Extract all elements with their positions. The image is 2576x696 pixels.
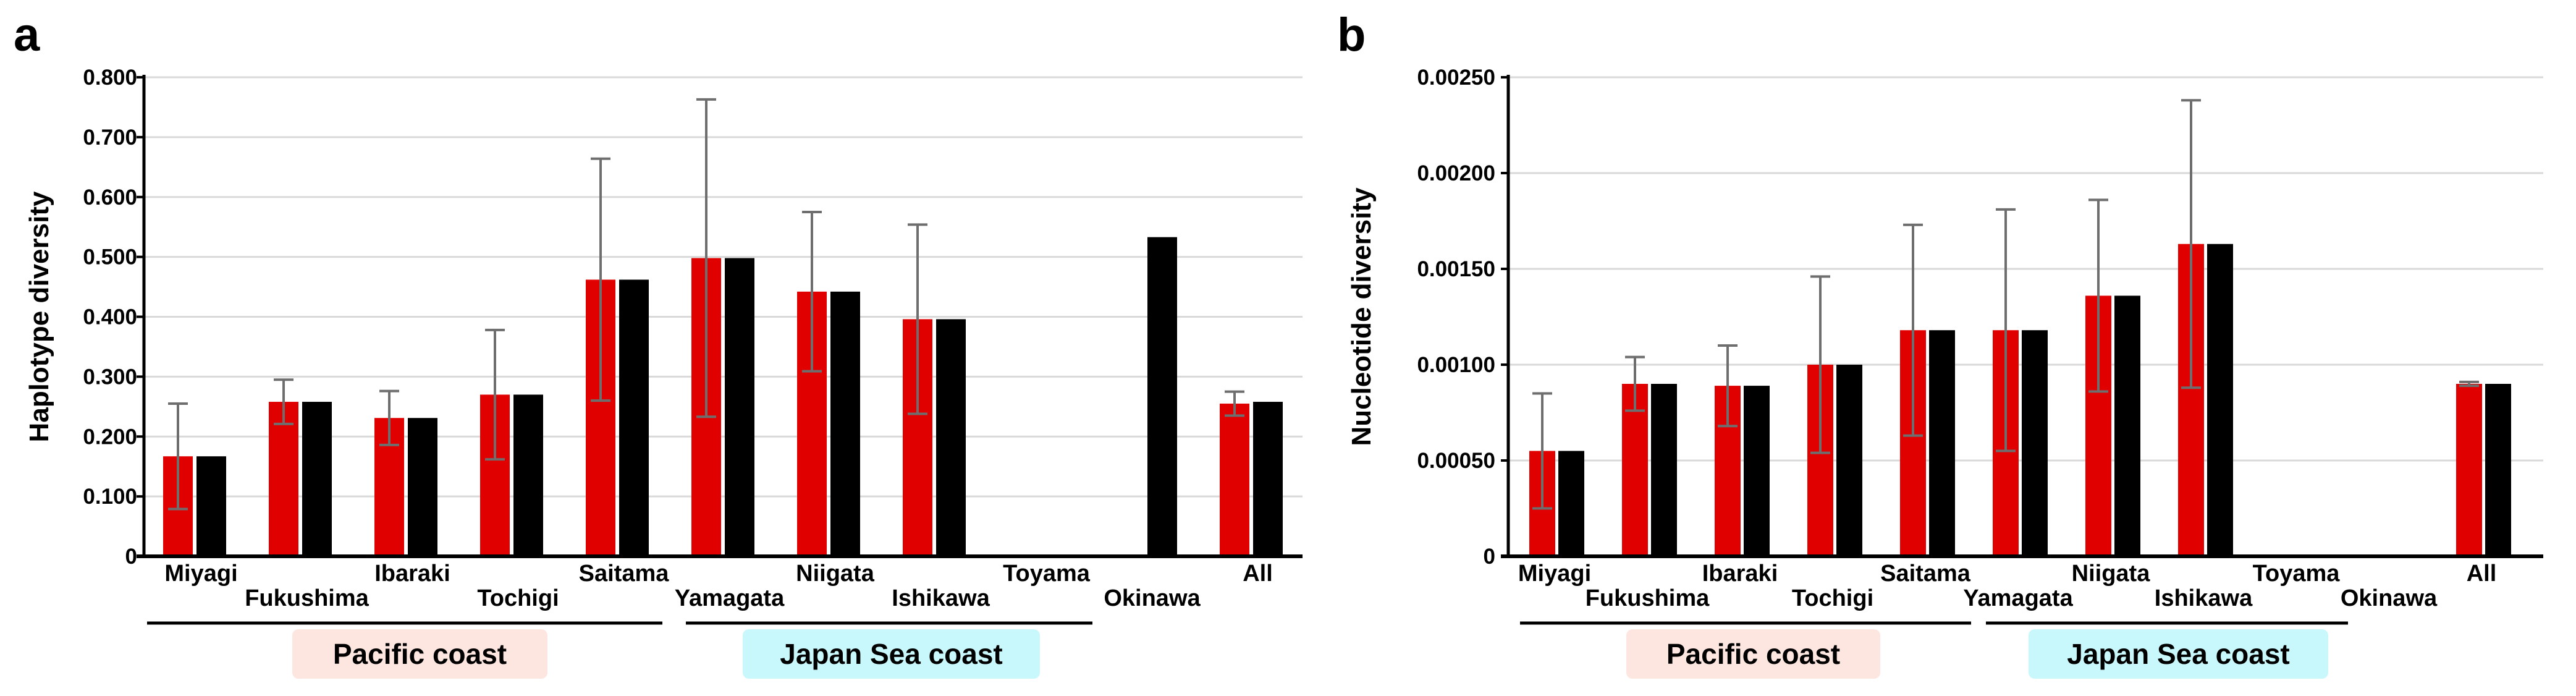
panel-a: a 0 0.100 0.200 0.300 0.400 0.500 0.600 0.700 0.… — [14, 9, 1303, 679]
japan-sea-coast-box — [2029, 629, 2328, 679]
x-category-label: Fukushima — [1586, 585, 1710, 611]
pacific-coast-box — [292, 629, 547, 679]
bar-black-all — [1253, 402, 1283, 556]
y-tick-label: 0.00250 — [1417, 66, 1495, 90]
x-category-label: Fukushima — [245, 585, 369, 611]
x-category-label: Ishikawa — [2155, 585, 2253, 611]
y-axis-title: Nucleotide diversity — [1346, 187, 1377, 446]
panel-letter-b: b — [1337, 9, 1366, 61]
bar-black-tochigi — [513, 394, 543, 556]
panel-letter-a: a — [14, 9, 40, 61]
y-tick-label: 0.100 — [83, 485, 137, 509]
y-tick-label: 0.200 — [83, 425, 137, 449]
bar-black-tochigi — [1836, 365, 1862, 556]
y-tick-label: 0 — [125, 545, 137, 569]
japan-sea-coast-box — [743, 629, 1040, 679]
pacific-coast-label: Pacific coast — [333, 638, 507, 670]
y-tick-label: 0.00200 — [1417, 161, 1495, 185]
bar-red-fukushima — [269, 402, 298, 556]
bar-black-miyagi — [1558, 451, 1584, 556]
bar-black-fukushima — [1651, 384, 1677, 556]
bar-red-all — [1220, 403, 1249, 556]
bar-black-niigata — [2114, 295, 2140, 556]
x-category-label: Tochigi — [1792, 585, 1873, 611]
y-axis-title: Haplotype diversity — [24, 191, 54, 442]
bar-black-saitama — [619, 279, 649, 556]
y-tick-label: 0.500 — [83, 245, 137, 269]
bar-black-okinawa — [1147, 237, 1177, 556]
x-category-label: Niigata — [796, 561, 875, 587]
bar-black-ishikawa — [936, 319, 966, 556]
y-tick-label: 0.700 — [83, 125, 137, 150]
pacific-coast-label: Pacific coast — [1666, 638, 1840, 670]
x-category-label: Toyama — [2253, 561, 2341, 587]
pacific-coast-box — [1626, 629, 1880, 679]
japan-sea-coast-label: Japan Sea coast — [780, 638, 1003, 670]
x-category-label: Saitama — [579, 561, 670, 587]
x-category-label: Toyama — [1003, 561, 1091, 587]
panel-b: b 0 0.00050 0.00100 0.00150 0.00200 0.00250 Nu… — [1337, 9, 2543, 679]
bar-red-fukushima — [1622, 384, 1648, 556]
y-tick-label: 0.800 — [83, 66, 137, 90]
bar-black-niigata — [830, 291, 860, 556]
y-tick-label: 0.400 — [83, 305, 137, 329]
bar-black-ibaraki — [408, 418, 437, 556]
x-category-label: Tochigi — [477, 585, 559, 611]
bar-black-all — [2485, 384, 2511, 556]
y-tick-label: 0 — [1484, 545, 1495, 569]
bar-black-yamagata — [725, 258, 754, 556]
x-category-label: All — [2467, 561, 2497, 587]
bar-black-yamagata — [2022, 330, 2048, 556]
bar-black-miyagi — [196, 456, 226, 556]
y-tick-label: 0.00150 — [1417, 257, 1495, 281]
x-category-label: Ishikawa — [892, 585, 990, 611]
x-category-label: Okinawa — [2341, 585, 2438, 611]
bar-black-saitama — [1929, 330, 1955, 556]
x-category-label: Yamagata — [675, 585, 785, 611]
y-tick-label: 0.00100 — [1417, 353, 1495, 377]
x-category-label: Miyagi — [1518, 561, 1591, 587]
bar-black-fukushima — [302, 402, 332, 556]
japan-sea-coast-label: Japan Sea coast — [2067, 638, 2290, 670]
bar-black-ishikawa — [2207, 244, 2233, 556]
x-category-label: Yamagata — [1963, 585, 2073, 611]
y-tick-label: 0.300 — [83, 365, 137, 389]
x-category-label: Ibaraki — [1702, 561, 1778, 587]
x-category-label: Ibaraki — [374, 561, 450, 587]
x-category-label: All — [1243, 561, 1273, 587]
x-category-label: Miyagi — [164, 561, 237, 587]
bar-black-ibaraki — [1744, 386, 1770, 556]
y-tick-label: 0.00050 — [1417, 449, 1495, 473]
y-tick-label: 0.600 — [83, 185, 137, 210]
x-category-label: Saitama — [1880, 561, 1971, 587]
x-category-label: Niigata — [2072, 561, 2151, 587]
bar-red-all — [2456, 384, 2482, 556]
x-category-label: Okinawa — [1104, 585, 1201, 611]
